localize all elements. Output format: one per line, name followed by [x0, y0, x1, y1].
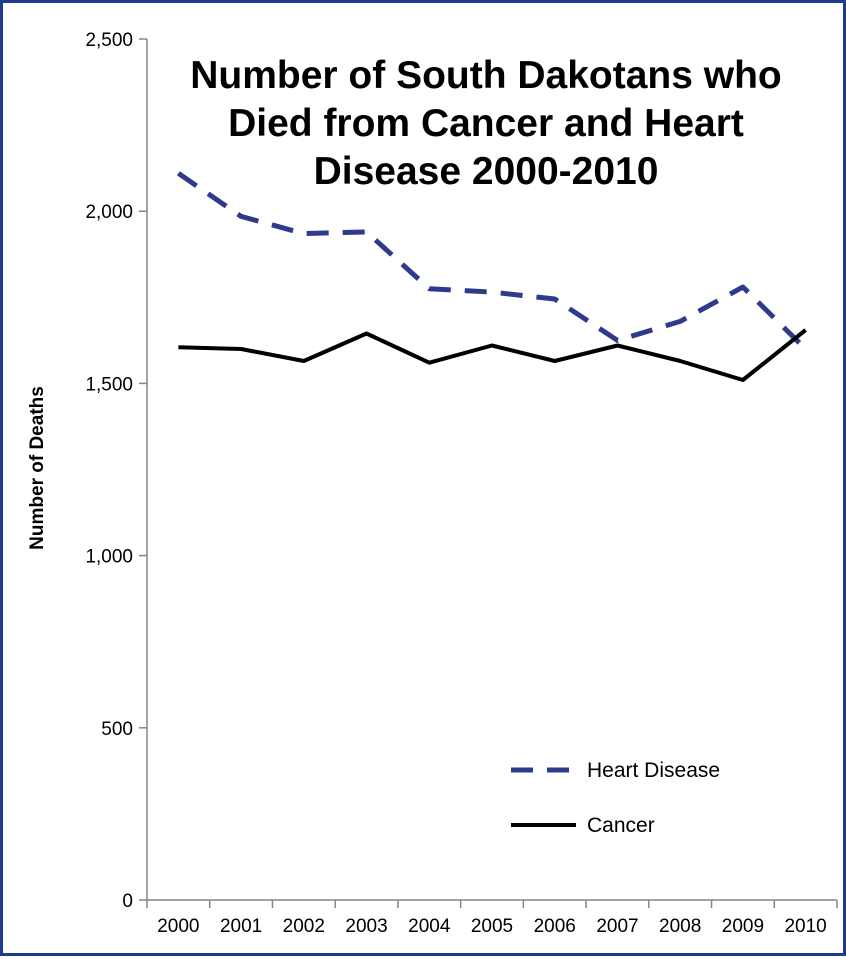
legend-label-heart-disease: Heart Disease: [587, 759, 720, 782]
chart-title-line-1: Number of South Dakotans who: [190, 54, 782, 97]
data-point-cancer: [553, 359, 557, 363]
x-tick-label: 2000: [157, 916, 199, 937]
legend: Heart Disease Cancer: [511, 759, 720, 837]
data-point-cancer: [490, 344, 494, 348]
x-tick-label: 2009: [722, 916, 764, 937]
y-axis-label: Number of Deaths: [27, 386, 48, 550]
x-tick-label: 2003: [345, 916, 387, 937]
data-point-heart-disease: [615, 338, 619, 342]
data-point-heart-disease: [427, 287, 431, 291]
data-point-heart-disease: [741, 285, 745, 289]
x-tick-label: 2004: [408, 916, 451, 937]
data-point-cancer: [239, 347, 243, 351]
data-point-heart-disease: [553, 297, 557, 301]
data-point-cancer: [615, 344, 619, 348]
y-tick-label: 0: [122, 891, 133, 912]
data-point-cancer: [302, 359, 306, 363]
x-tick-label: 2005: [471, 916, 513, 937]
data-point-heart-disease: [804, 347, 808, 351]
legend-label-cancer: Cancer: [587, 814, 655, 837]
x-axis: 2000 2001 2002 2003 2004 2005 2006 2007 2008 2009…: [146, 899, 838, 937]
y-tick-label: 1,500: [85, 374, 133, 395]
x-tick-label: 2010: [784, 916, 826, 937]
legend-item-cancer: Cancer: [511, 814, 655, 837]
series-line-heart-disease: [176, 171, 808, 351]
chart-title: Number of South Dakotans who Died from C…: [190, 54, 782, 193]
chart-title-line-3: Disease 2000-2010: [314, 150, 659, 193]
data-point-cancer: [741, 378, 745, 382]
y-tick-label: 1,000: [85, 547, 133, 568]
data-point-heart-disease: [176, 171, 180, 175]
data-point-cancer: [804, 328, 808, 332]
data-point-heart-disease: [239, 214, 243, 218]
x-tick-label: 2006: [534, 916, 576, 937]
y-tick-label: 2,500: [85, 30, 133, 51]
x-tick-label: 2001: [220, 916, 262, 937]
y-axis: 0 500 1,000 1,500 2,000 2,500: [85, 30, 148, 912]
series-lines: [176, 171, 808, 382]
series-line-cancer: [178, 328, 807, 382]
data-point-cancer: [176, 345, 180, 349]
data-point-cancer: [678, 359, 682, 363]
x-tick-label: 2008: [659, 916, 701, 937]
y-tick-label: 500: [101, 719, 133, 740]
y-tick-label: 2,000: [85, 202, 133, 223]
line-chart: Number of South Dakotans who Died from C…: [27, 30, 838, 937]
data-point-heart-disease: [302, 232, 306, 236]
x-tick-label: 2007: [596, 916, 638, 937]
chart-title-line-2: Died from Cancer and Heart: [228, 102, 744, 145]
data-point-heart-disease: [678, 319, 682, 323]
x-tick-label: 2002: [283, 916, 325, 937]
data-point-cancer: [427, 361, 431, 365]
legend-item-heart-disease: Heart Disease: [511, 759, 720, 782]
data-point-cancer: [365, 331, 369, 335]
data-point-heart-disease: [365, 230, 369, 234]
data-point-heart-disease: [490, 290, 494, 294]
